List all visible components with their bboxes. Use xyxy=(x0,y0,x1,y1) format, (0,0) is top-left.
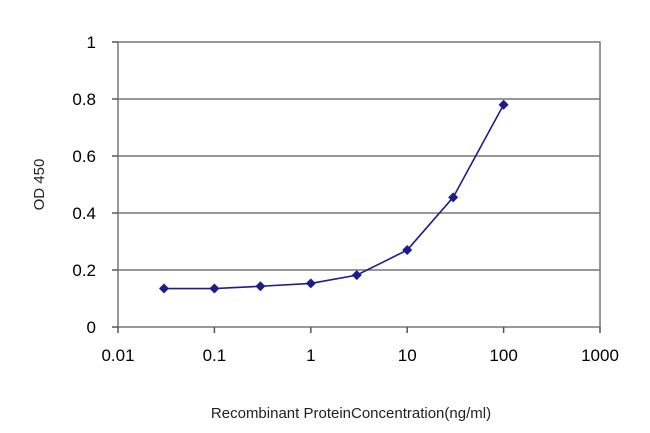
y-tick-label: 0.4 xyxy=(72,204,96,223)
x-tick-label: 0.1 xyxy=(203,346,227,365)
x-tick-label: 0.01 xyxy=(101,346,134,365)
y-tick-label: 0.8 xyxy=(72,90,96,109)
y-tick-label: 0 xyxy=(87,318,96,337)
series-layer xyxy=(158,99,509,294)
data-point xyxy=(402,245,413,256)
data-point xyxy=(255,281,266,292)
x-axis-title: Recombinant ProteinConcentration(ng/ml) xyxy=(211,405,491,422)
data-point xyxy=(351,270,362,281)
data-point xyxy=(305,278,316,289)
y-tick-label: 1 xyxy=(87,33,96,52)
data-point xyxy=(209,283,220,294)
x-tick-label: 1000 xyxy=(581,346,619,365)
plot-area xyxy=(117,41,601,328)
x-axis-ticks: 0.01 0.1 1 10 100 1000 xyxy=(101,327,619,365)
data-point xyxy=(448,192,459,203)
x-tick-label: 10 xyxy=(398,346,417,365)
x-tick-label: 1 xyxy=(306,346,315,365)
y-tick-label: 0.6 xyxy=(72,147,96,166)
data-point xyxy=(498,99,509,110)
y-axis-ticks: 0 0.2 0.4 0.6 0.8 1 xyxy=(72,33,118,337)
grid-lines xyxy=(118,98,600,271)
data-point xyxy=(158,283,169,294)
y-tick-label: 0.2 xyxy=(72,261,96,280)
y-axis-title: OD 450 xyxy=(31,159,48,211)
x-tick-label: 100 xyxy=(489,346,517,365)
series-line xyxy=(163,104,505,290)
